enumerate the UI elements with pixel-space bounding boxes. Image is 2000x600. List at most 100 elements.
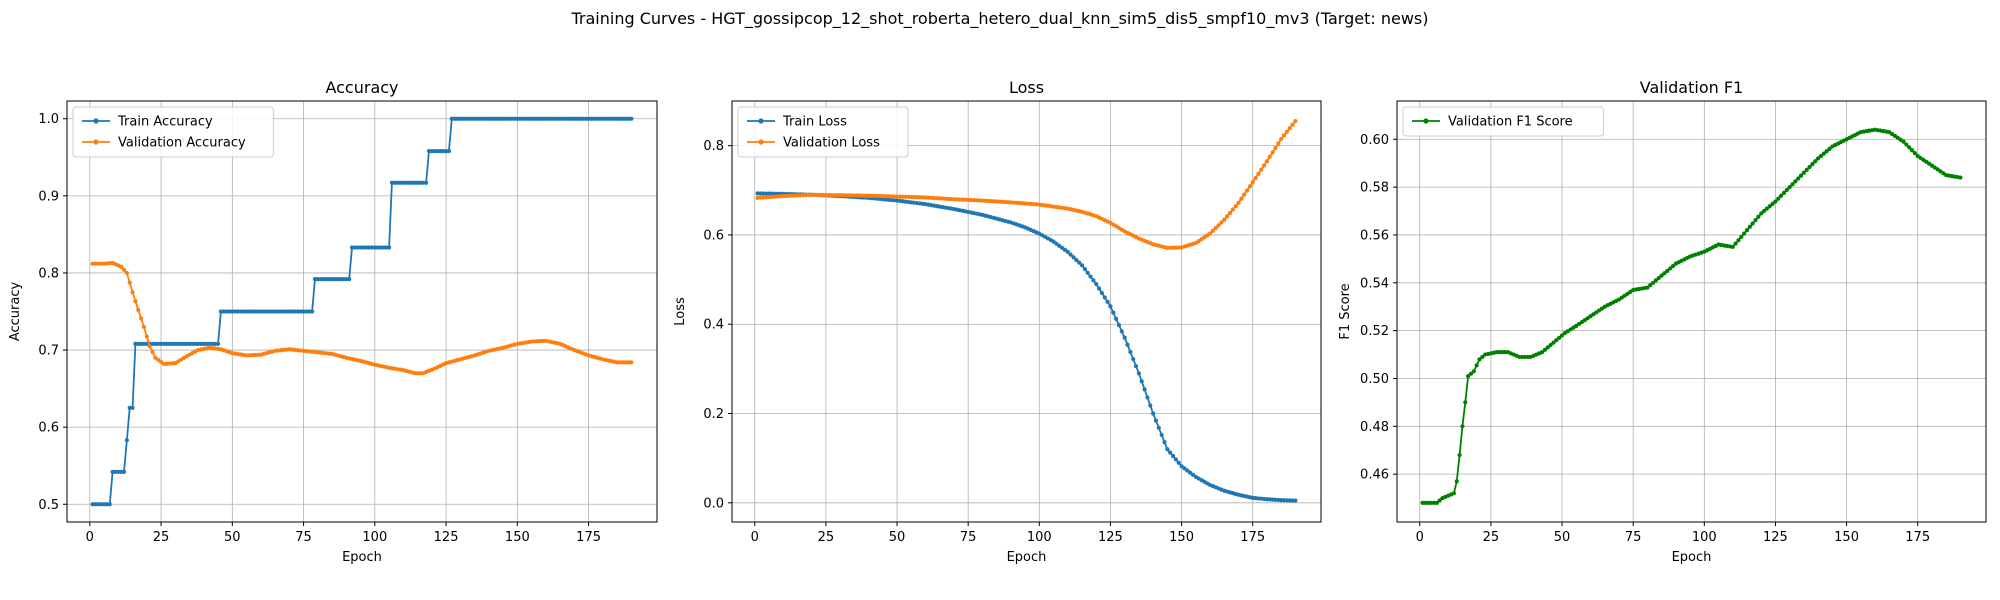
data-point bbox=[1136, 371, 1141, 376]
x-tick-label: 50 bbox=[1554, 530, 1571, 545]
x-tick-label: 150 bbox=[1169, 530, 1194, 545]
x-tick-label: 175 bbox=[1905, 530, 1930, 545]
data-point bbox=[1744, 228, 1750, 233]
x-tick-label: 50 bbox=[224, 530, 241, 545]
data-point bbox=[1480, 354, 1485, 360]
y-tick-label: 0.54 bbox=[1360, 276, 1389, 291]
x-axis-label: Epoch bbox=[342, 550, 382, 565]
data-point bbox=[1182, 466, 1187, 471]
data-point bbox=[121, 469, 127, 474]
data-point bbox=[1545, 345, 1550, 350]
data-point bbox=[1471, 369, 1476, 374]
data-point bbox=[1437, 498, 1442, 503]
data-point bbox=[1210, 228, 1215, 233]
data-point bbox=[1082, 266, 1087, 272]
series-line-train-accuracy bbox=[92, 117, 632, 506]
validation-f1-panel: 0 25 50 75 100 125 150 175 0.46 0.48 0.50 0.52 0.54 0… bbox=[1338, 78, 1987, 565]
data-point bbox=[424, 180, 429, 185]
data-point bbox=[1242, 192, 1247, 197]
data-point bbox=[1219, 220, 1224, 225]
data-point bbox=[1559, 333, 1565, 338]
data-point bbox=[1259, 167, 1264, 172]
series-line-train-loss bbox=[757, 192, 1296, 502]
x-axis-label: Epoch bbox=[1672, 550, 1712, 565]
data-point bbox=[1176, 460, 1181, 465]
data-point bbox=[1909, 148, 1915, 153]
axes-frame bbox=[66, 100, 658, 523]
data-point bbox=[1650, 280, 1656, 285]
data-point bbox=[1065, 249, 1070, 254]
data-point bbox=[446, 149, 452, 154]
legend-swatch-marker bbox=[93, 139, 99, 145]
data-point bbox=[1824, 149, 1829, 154]
data-point bbox=[1542, 347, 1548, 352]
y-tick-label: 0.9 bbox=[38, 189, 59, 204]
data-point bbox=[119, 264, 124, 269]
y-axis-label: Accuracy bbox=[8, 282, 23, 342]
data-point bbox=[1818, 153, 1824, 159]
x-tick-label: 100 bbox=[1692, 530, 1717, 545]
x-tick-label: 25 bbox=[818, 530, 835, 545]
legend-swatch-marker bbox=[758, 118, 764, 124]
x-tick-label: 150 bbox=[1834, 530, 1859, 545]
data-point bbox=[1474, 363, 1479, 368]
data-point bbox=[1653, 278, 1659, 283]
y-tick-label: 0.8 bbox=[703, 139, 724, 154]
data-point bbox=[629, 116, 634, 121]
data-point bbox=[1901, 139, 1906, 144]
data-point bbox=[1750, 221, 1755, 226]
data-point bbox=[1468, 371, 1474, 376]
legend-label: Validation F1 Score bbox=[1448, 115, 1573, 130]
x-tick-label: 25 bbox=[1483, 530, 1500, 545]
data-point bbox=[1261, 163, 1267, 168]
data-point bbox=[1125, 342, 1130, 347]
data-point bbox=[1213, 225, 1218, 231]
x-axis-label: Epoch bbox=[1007, 550, 1047, 565]
data-point bbox=[1773, 199, 1778, 204]
panel-title: Validation F1 bbox=[1640, 78, 1743, 97]
data-point bbox=[1463, 400, 1468, 405]
data-point bbox=[1793, 179, 1798, 184]
axes-frame bbox=[731, 100, 1322, 523]
data-point bbox=[1114, 316, 1119, 321]
data-point bbox=[1784, 187, 1789, 193]
data-point bbox=[1742, 231, 1747, 236]
data-point bbox=[1665, 268, 1670, 273]
data-point bbox=[1807, 164, 1812, 170]
data-point bbox=[1736, 238, 1741, 243]
data-point bbox=[1099, 290, 1104, 296]
data-point bbox=[1253, 175, 1258, 181]
legend-label: Validation Loss bbox=[783, 136, 880, 151]
legend-swatch-marker bbox=[758, 139, 764, 145]
data-point bbox=[1173, 457, 1178, 462]
data-point bbox=[1281, 133, 1287, 138]
data-point bbox=[1656, 275, 1661, 281]
legend-box bbox=[1402, 106, 1604, 137]
data-point bbox=[1247, 184, 1252, 189]
data-point bbox=[1540, 350, 1545, 355]
data-point bbox=[147, 344, 152, 349]
y-tick-label: 0.52 bbox=[1360, 324, 1389, 339]
x-tick-label: 75 bbox=[960, 530, 977, 545]
data-point bbox=[144, 334, 149, 339]
data-point bbox=[1958, 175, 1963, 180]
data-point bbox=[1659, 273, 1664, 278]
data-point bbox=[1747, 224, 1752, 229]
series-line-validation-f1-score bbox=[1422, 128, 1961, 504]
x-tick-label: 75 bbox=[1625, 530, 1642, 545]
data-point bbox=[1216, 223, 1221, 228]
data-point bbox=[1764, 206, 1769, 211]
data-point bbox=[1551, 340, 1556, 345]
data-point bbox=[1554, 338, 1559, 343]
x-tick-label: 175 bbox=[1240, 530, 1265, 545]
data-point bbox=[1091, 278, 1096, 283]
y-tick-label: 0.50 bbox=[1360, 372, 1389, 387]
data-point bbox=[1244, 188, 1250, 193]
y-tick-label: 0.58 bbox=[1360, 181, 1389, 196]
data-point bbox=[121, 267, 127, 272]
data-point bbox=[1165, 447, 1170, 452]
data-point bbox=[1810, 162, 1815, 167]
data-point bbox=[1796, 176, 1801, 181]
data-point bbox=[1273, 145, 1278, 150]
y-tick-label: 0.5 bbox=[38, 498, 59, 513]
